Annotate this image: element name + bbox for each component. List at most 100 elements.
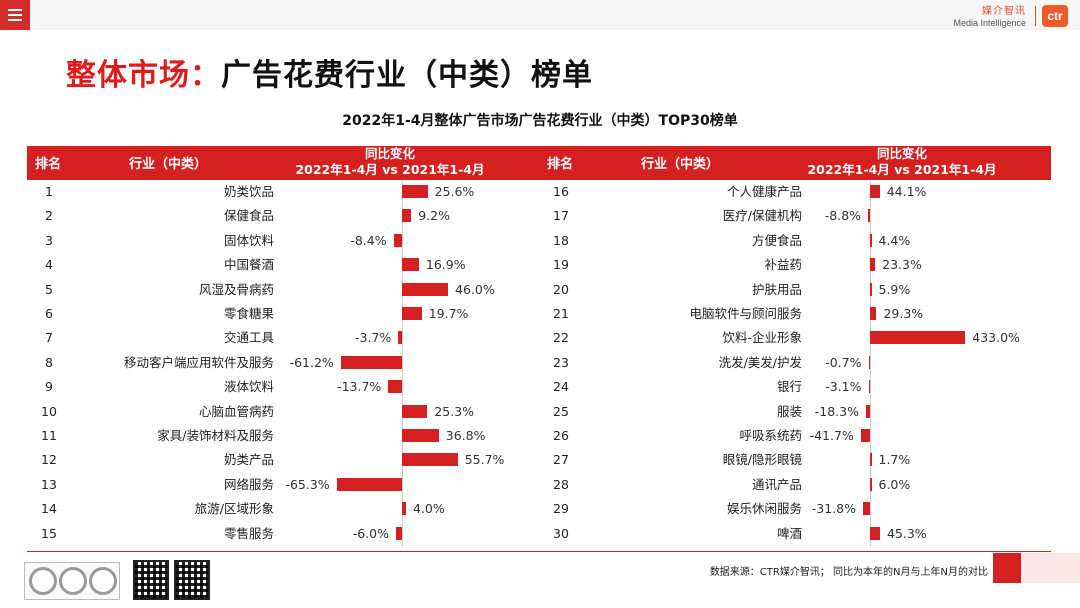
menu-icon[interactable] <box>0 0 30 30</box>
change-bar <box>870 233 872 247</box>
change-bar <box>388 380 402 394</box>
qr-code-icon <box>174 560 210 600</box>
change-bar <box>870 258 876 272</box>
industry-label: 补益药 <box>764 257 802 273</box>
change-value-label: 9.2% <box>418 208 450 224</box>
page-title-prefix: 整体市场： <box>66 58 221 93</box>
top-bar: 媒介智讯 Media Intelligence ctr <box>0 0 1080 30</box>
change-value-label: 1.7% <box>878 452 911 468</box>
industry-label: 零食糖果 <box>223 306 274 321</box>
change-bar <box>870 307 877 320</box>
change-value-label: -65.3% <box>285 476 330 492</box>
change-bar <box>870 331 966 345</box>
rank-cell: 28 <box>553 476 569 492</box>
rank-cell: 23 <box>553 354 569 370</box>
qr-code-icon <box>133 560 169 600</box>
change-bar <box>393 233 402 247</box>
change-value-label: 55.7% <box>464 452 505 468</box>
header-change-left: 同比变化 2022年1-4月 vs 2021年1-4月 <box>275 146 505 178</box>
change-value-label: 25.6% <box>434 184 475 199</box>
sgs-seal-icon <box>29 567 57 595</box>
industry-label: 交通工具 <box>223 330 274 346</box>
change-value-label: 29.3% <box>883 306 924 321</box>
rank-cell: 30 <box>553 525 569 541</box>
change-bar <box>860 429 870 442</box>
page-title: 整体市场：广告花费行业（中类）榜单 <box>66 50 593 94</box>
rank-cell: 5 <box>45 281 53 297</box>
change-bar <box>340 355 402 369</box>
brand-cn: 媒介智讯 <box>982 6 1026 17</box>
rank-cell: 22 <box>553 330 569 346</box>
industry-label: 网络服务 <box>223 476 274 492</box>
rank-cell: 10 <box>41 403 57 419</box>
header-industry-left: 行业（中类） <box>129 157 208 172</box>
change-value-label: -41.7% <box>809 428 854 443</box>
change-bar <box>863 502 870 516</box>
industry-label: 洗发/美发/护发 <box>718 354 802 370</box>
industry-label: 家具/装饰材料及服务 <box>157 428 274 443</box>
industry-label: 保健食品 <box>223 208 274 224</box>
rank-cell: 15 <box>41 525 57 541</box>
rank-cell: 12 <box>41 452 57 468</box>
change-value-label: 4.0% <box>413 501 445 517</box>
industry-label: 电脑软件与顾问服务 <box>689 306 802 321</box>
change-bar <box>402 404 428 418</box>
rank-cell: 6 <box>45 306 53 321</box>
change-value-label: -3.1% <box>825 379 862 395</box>
change-value-label: 46.0% <box>455 281 495 297</box>
rank-cell: 17 <box>553 208 569 224</box>
zero-axis-line <box>870 181 871 547</box>
change-value-label: -3.7% <box>355 330 392 346</box>
rank-cell: 3 <box>45 232 53 248</box>
change-bar <box>396 526 402 540</box>
change-value-label: -8.8% <box>824 208 862 224</box>
change-bar <box>336 477 402 491</box>
table-header: 排名 行业（中类） 同比变化 2022年1-4月 vs 2021年1-4月 排名… <box>27 146 1051 180</box>
industry-label: 饮料-企业形象 <box>722 330 802 346</box>
change-value-label: 44.1% <box>886 184 927 199</box>
change-bar <box>868 380 870 394</box>
change-value-label: -0.7% <box>825 354 862 370</box>
rank-cell: 13 <box>41 476 57 492</box>
header-industry-right: 行业（中类） <box>641 157 720 172</box>
rank-cell: 7 <box>45 330 53 346</box>
change-value-label: 19.7% <box>428 306 469 321</box>
change-bar <box>870 185 880 198</box>
rank-cell: 16 <box>553 184 569 199</box>
footer-accent <box>993 553 1021 583</box>
header-change-line2: 2022年1-4月 vs 2021年1-4月 <box>807 162 997 177</box>
industry-label: 娱乐休闲服务 <box>726 501 802 517</box>
change-value-label: -13.7% <box>337 379 382 395</box>
chart-subtitle: 2022年1-4月整体广告市场广告花费行业（中类）TOP30榜单 <box>342 113 738 129</box>
industry-label: 奶类产品 <box>223 452 274 468</box>
rank-cell: 1 <box>45 184 53 199</box>
rank-cell: 18 <box>553 232 569 248</box>
footer-divider <box>27 551 1051 552</box>
rank-cell: 4 <box>45 257 53 273</box>
change-value-label: -31.8% <box>811 501 857 517</box>
change-value-label: 5.9% <box>878 281 911 297</box>
industry-label: 零售服务 <box>223 525 274 541</box>
industry-label: 方便食品 <box>751 232 802 248</box>
industry-label: 移动客户端应用软件及服务 <box>123 354 274 370</box>
industry-label: 液体饮料 <box>223 379 274 395</box>
industry-label: 中国餐酒 <box>223 257 274 273</box>
rank-cell: 27 <box>553 452 569 468</box>
industry-label: 通讯产品 <box>751 476 802 492</box>
change-bar <box>402 258 419 272</box>
change-value-label: -61.2% <box>289 354 334 370</box>
brand: 媒介智讯 Media Intelligence <box>953 7 1026 28</box>
change-bar <box>402 282 448 296</box>
change-value-label: 4.4% <box>878 232 911 248</box>
rank-cell: 9 <box>45 379 53 395</box>
sgs-seal-icon <box>89 567 117 595</box>
change-value-label: 45.3% <box>886 525 927 541</box>
rank-cell: 21 <box>553 306 569 321</box>
change-value-label: -18.3% <box>814 403 859 419</box>
industry-label: 旅游/区域形象 <box>194 501 274 517</box>
change-value-label: 23.3% <box>882 257 922 273</box>
brand-en: Media Intelligence <box>953 18 1026 28</box>
header-rank-left: 排名 <box>35 157 62 172</box>
brand-divider <box>1035 6 1036 26</box>
change-bar <box>402 453 458 467</box>
